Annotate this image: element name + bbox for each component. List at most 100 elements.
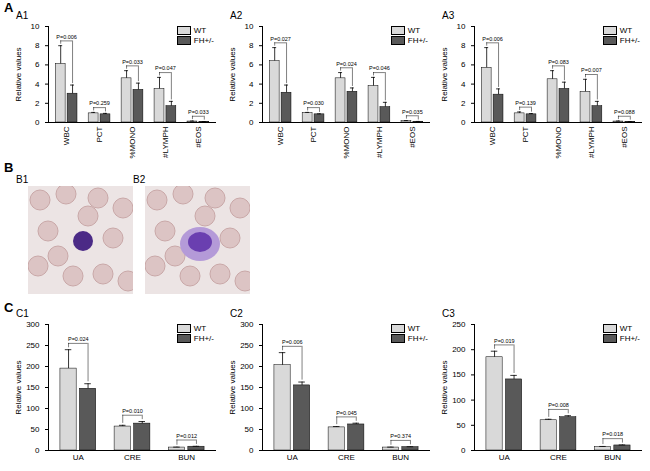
svg-text:WBC: WBC [62,126,71,145]
svg-text:BUN: BUN [178,453,195,462]
svg-text:P=0.010: P=0.010 [122,408,143,414]
svg-text:0: 0 [461,446,466,455]
svg-text:0: 0 [249,446,254,455]
svg-text:8: 8 [35,41,40,50]
svg-text:50: 50 [245,425,254,434]
svg-text:P=0.083: P=0.083 [548,59,569,65]
svg-text:10: 10 [31,22,40,31]
svg-text:Relative values: Relative values [228,47,237,101]
svg-text:10: 10 [457,22,466,31]
svg-text:6: 6 [249,60,254,69]
svg-text:WBC: WBC [276,126,285,145]
svg-text:#EOS: #EOS [194,127,203,148]
svg-text:PCT: PCT [309,126,318,142]
svg-text:P=0.012: P=0.012 [176,433,197,439]
svg-text:250: 250 [26,341,40,350]
html-text:A1: A1 [16,10,29,21]
svg-text:8: 8 [461,41,466,50]
svg-text:P=0.024: P=0.024 [68,336,89,342]
svg-text:P=0.047: P=0.047 [155,65,176,71]
html-text:A2: A2 [230,10,243,21]
svg-text:2: 2 [461,99,466,108]
svg-text:0: 0 [461,118,466,127]
svg-text:#EOS: #EOS [408,127,417,148]
svg-text:#LYMPH: #LYMPH [587,126,596,158]
svg-text:Relative values: Relative values [14,47,23,101]
svg-text:Relative values: Relative values [440,47,449,101]
svg-text:P=0.008: P=0.008 [548,402,569,408]
svg-text:#EOS: #EOS [620,127,629,148]
svg-text:P=0.374: P=0.374 [390,433,411,439]
svg-text:200: 200 [26,362,40,371]
svg-text:#LYMPH: #LYMPH [161,126,170,158]
svg-text:P=0.033: P=0.033 [188,109,209,115]
svg-text:P=0.139: P=0.139 [515,100,536,106]
svg-text:%MONO: %MONO [554,127,563,159]
svg-text:6: 6 [35,60,40,69]
svg-text:%MONO: %MONO [342,127,351,159]
svg-text:50: 50 [457,421,466,430]
svg-text:UA: UA [73,453,85,462]
svg-text:P=0.024: P=0.024 [336,61,357,67]
svg-text:150: 150 [452,370,466,379]
svg-text:200: 200 [452,345,466,354]
svg-text:0: 0 [35,118,40,127]
svg-text:Relative values: Relative values [440,360,449,414]
svg-text:CRE: CRE [550,453,567,462]
svg-text:%MONO: %MONO [128,127,137,159]
svg-text:200: 200 [240,362,254,371]
svg-text:300: 300 [240,320,254,329]
svg-text:UA: UA [499,453,511,462]
svg-text:P=0.035: P=0.035 [402,109,423,115]
html-text:C2: C2 [230,308,243,319]
svg-text:P=0.030: P=0.030 [303,100,324,106]
svg-text:P=0.006: P=0.006 [56,34,77,40]
svg-text:2: 2 [35,99,40,108]
svg-text:10: 10 [245,22,254,31]
svg-text:BUN: BUN [604,453,621,462]
svg-text:8: 8 [249,41,254,50]
svg-text:P=0.007: P=0.007 [581,67,602,73]
svg-text:P=0.006: P=0.006 [282,339,303,345]
svg-text:CRE: CRE [124,453,141,462]
svg-text:4: 4 [35,80,40,89]
svg-text:0: 0 [35,446,40,455]
html-text:B1: B1 [16,174,29,185]
svg-text:6: 6 [461,60,466,69]
html-text:C3: C3 [442,308,455,319]
svg-text:P=0.259: P=0.259 [89,100,110,106]
svg-text:BUN: BUN [392,453,409,462]
svg-text:4: 4 [249,80,254,89]
svg-text:P=0.045: P=0.045 [336,410,357,416]
html-text:C1: C1 [16,308,29,319]
html-text:A3: A3 [442,10,455,21]
svg-text:300: 300 [26,320,40,329]
svg-text:P=0.019: P=0.019 [494,338,515,344]
svg-text:100: 100 [26,404,40,413]
svg-text:50: 50 [31,425,40,434]
svg-text:UA: UA [287,453,299,462]
svg-text:250: 250 [240,341,254,350]
svg-text:PCT: PCT [521,126,530,142]
svg-text:P=0.006: P=0.006 [482,36,503,42]
svg-text:P=0.046: P=0.046 [369,65,390,71]
svg-text:#LYMPH: #LYMPH [375,126,384,158]
svg-text:P=0.088: P=0.088 [614,109,635,115]
svg-text:CRE: CRE [338,453,355,462]
svg-text:100: 100 [452,396,466,405]
svg-text:150: 150 [240,383,254,392]
svg-text:100: 100 [240,404,254,413]
svg-text:0: 0 [249,118,254,127]
svg-text:P=0.033: P=0.033 [122,59,143,65]
svg-text:Relative values: Relative values [14,360,23,414]
svg-text:PCT: PCT [95,126,104,142]
svg-text:P=0.027: P=0.027 [270,36,291,42]
svg-text:Relative values: Relative values [228,360,237,414]
svg-text:WBC: WBC [488,126,497,145]
svg-text:150: 150 [26,383,40,392]
svg-text:P=0.018: P=0.018 [602,431,623,437]
html-text:B2: B2 [133,174,146,185]
svg-text:2: 2 [249,99,254,108]
svg-text:4: 4 [461,80,466,89]
svg-text:250: 250 [452,320,466,329]
